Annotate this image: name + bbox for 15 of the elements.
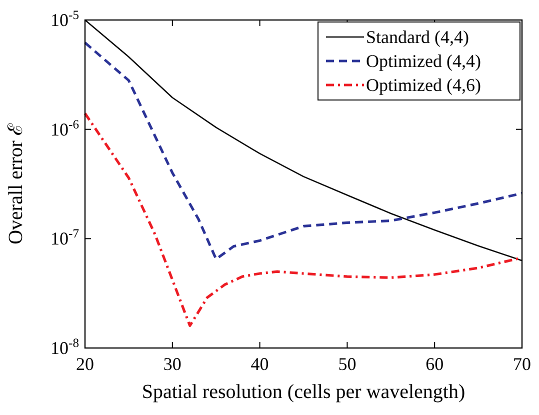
legend-label: Optimized (4,6) bbox=[366, 75, 481, 95]
y-tick-label: 10$^{-6}$ bbox=[50, 117, 79, 140]
x-tick-label: 60 bbox=[426, 354, 444, 374]
x-tick-label: 20 bbox=[76, 354, 94, 374]
legend-label: Standard (4,4) bbox=[366, 27, 469, 47]
x-tick-label: 70 bbox=[513, 354, 531, 374]
x-axis-title: Spatial resolution (cells per wavelength) bbox=[142, 381, 466, 403]
x-tick-label: 30 bbox=[163, 354, 182, 374]
y-tick-label: 10$^{-5}$ bbox=[50, 8, 79, 30]
x-tick-label: 40 bbox=[250, 354, 269, 374]
x-tick-label: 50 bbox=[338, 354, 356, 374]
y-axis-title: Overall error ℰ bbox=[5, 122, 27, 244]
y-tick-label: 10$^{-7}$ bbox=[50, 226, 79, 249]
legend-label: Optimized (4,4) bbox=[366, 51, 481, 71]
y-tick-label: 10$^{-8}$ bbox=[50, 336, 79, 358]
